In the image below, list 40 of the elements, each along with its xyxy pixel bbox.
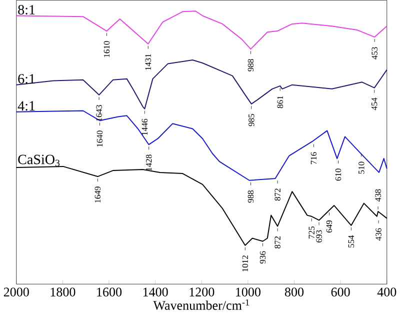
annotation: 453 [372,46,378,60]
annotation: 693 [316,230,322,242]
annotation: 649 [326,220,332,232]
annotation: 610 [335,168,342,181]
x-tick-label: 1800 [50,288,76,296]
series-label: CaSiO$_{3}$ [18,154,60,166]
annotation: 1431 [145,54,151,70]
annotation: 872 [274,188,280,201]
annotation: 988 [248,58,254,72]
annotation: 861 [277,96,283,108]
annotation: 554 [348,235,354,248]
x-tick-label: 600 [331,288,350,296]
x-tick-label: 1600 [97,288,122,296]
series-label: 4:1 [18,101,35,111]
annotation: 985 [248,114,254,126]
annotation: 510 [358,162,364,174]
annotation: 872 [274,236,280,248]
annotation: 1640 [96,130,103,146]
x-tick-label: 400 [377,288,396,296]
annotation: 1643 [96,104,102,121]
annotation: 936 [260,251,266,264]
series-label: 8:1 [18,4,35,14]
annotation: 716 [310,152,317,164]
x-tick-label: 1400 [143,288,168,296]
annotation: 1649 [94,186,101,202]
annotation: 988 [248,190,254,202]
annotation: 436 [376,228,382,241]
x-tick-label: 800 [284,288,304,296]
x-tick-label: 1200 [190,288,214,296]
series-label: 6:1 [18,74,35,84]
annotation: 1428 [146,154,152,171]
annotation: 1610 [104,40,110,57]
x-tick-label: 2000 [4,288,29,296]
annotation: 1446 [142,118,148,135]
annotation: 454 [372,98,378,110]
x-axis-title: Wavenumber/cm$^{-1}$ [153,299,249,310]
annotation: 725 [308,226,314,238]
annotation: 438 [375,189,381,202]
x-tick-label: 1000 [236,288,260,296]
annotation: 1012 [242,255,248,272]
